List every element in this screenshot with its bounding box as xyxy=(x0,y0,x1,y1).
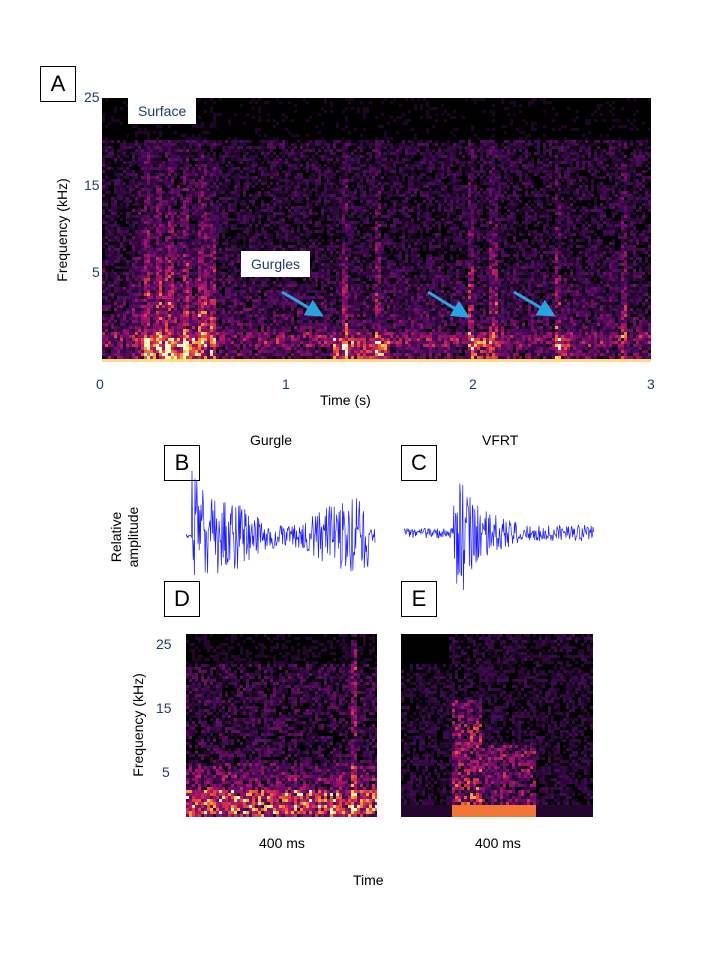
d-ytick-25: 25 xyxy=(156,636,172,652)
spectrogram-e xyxy=(401,634,593,817)
surface-label: Surface xyxy=(128,98,197,124)
a-xtick-2: 2 xyxy=(469,376,477,392)
waveform-ylabel-line1: Relative xyxy=(108,511,124,563)
panel-label-c: C xyxy=(401,445,437,481)
a-ytick-5: 5 xyxy=(92,264,100,280)
bottom-x-axis-title: Time xyxy=(353,872,384,888)
a-ytick-15: 15 xyxy=(84,177,100,193)
gurgle-arrow-3 xyxy=(513,290,556,317)
e-duration-label: 400 ms xyxy=(475,835,521,851)
gurgle-arrows xyxy=(281,290,556,318)
vfrt-title: VFRT xyxy=(482,432,519,448)
d-ytick-5: 5 xyxy=(162,764,170,780)
waveform-y-axis-title: Relative amplitude xyxy=(108,487,142,587)
gurgle-arrow-1 xyxy=(281,290,324,317)
gurgles-label: Gurgles xyxy=(241,251,311,277)
a-xtick-0: 0 xyxy=(96,376,104,392)
a-xtick-3: 3 xyxy=(647,376,655,392)
d-duration-label: 400 ms xyxy=(259,835,305,851)
waveform-vfrt xyxy=(404,483,594,590)
waveform-ylabel-line2: amplitude xyxy=(125,506,141,568)
a-ytick-25: 25 xyxy=(84,89,100,105)
panel-label-b: B xyxy=(164,445,200,481)
panel-label-e: E xyxy=(401,581,437,617)
spectrogram-d xyxy=(186,634,377,817)
panel-label-d: D xyxy=(164,581,200,617)
d-ytick-15: 15 xyxy=(156,700,172,716)
a-x-axis-title: Time (s) xyxy=(320,392,371,408)
d-y-axis-title: Frequency (kHz) xyxy=(130,673,146,777)
a-xtick-1: 1 xyxy=(282,376,290,392)
gurgle-title: Gurgle xyxy=(250,432,293,448)
panel-label-a: A xyxy=(40,66,76,102)
waveform-gurgle xyxy=(186,470,376,576)
spectrogram-a xyxy=(102,98,651,362)
gurgle-arrow-2 xyxy=(427,290,470,318)
